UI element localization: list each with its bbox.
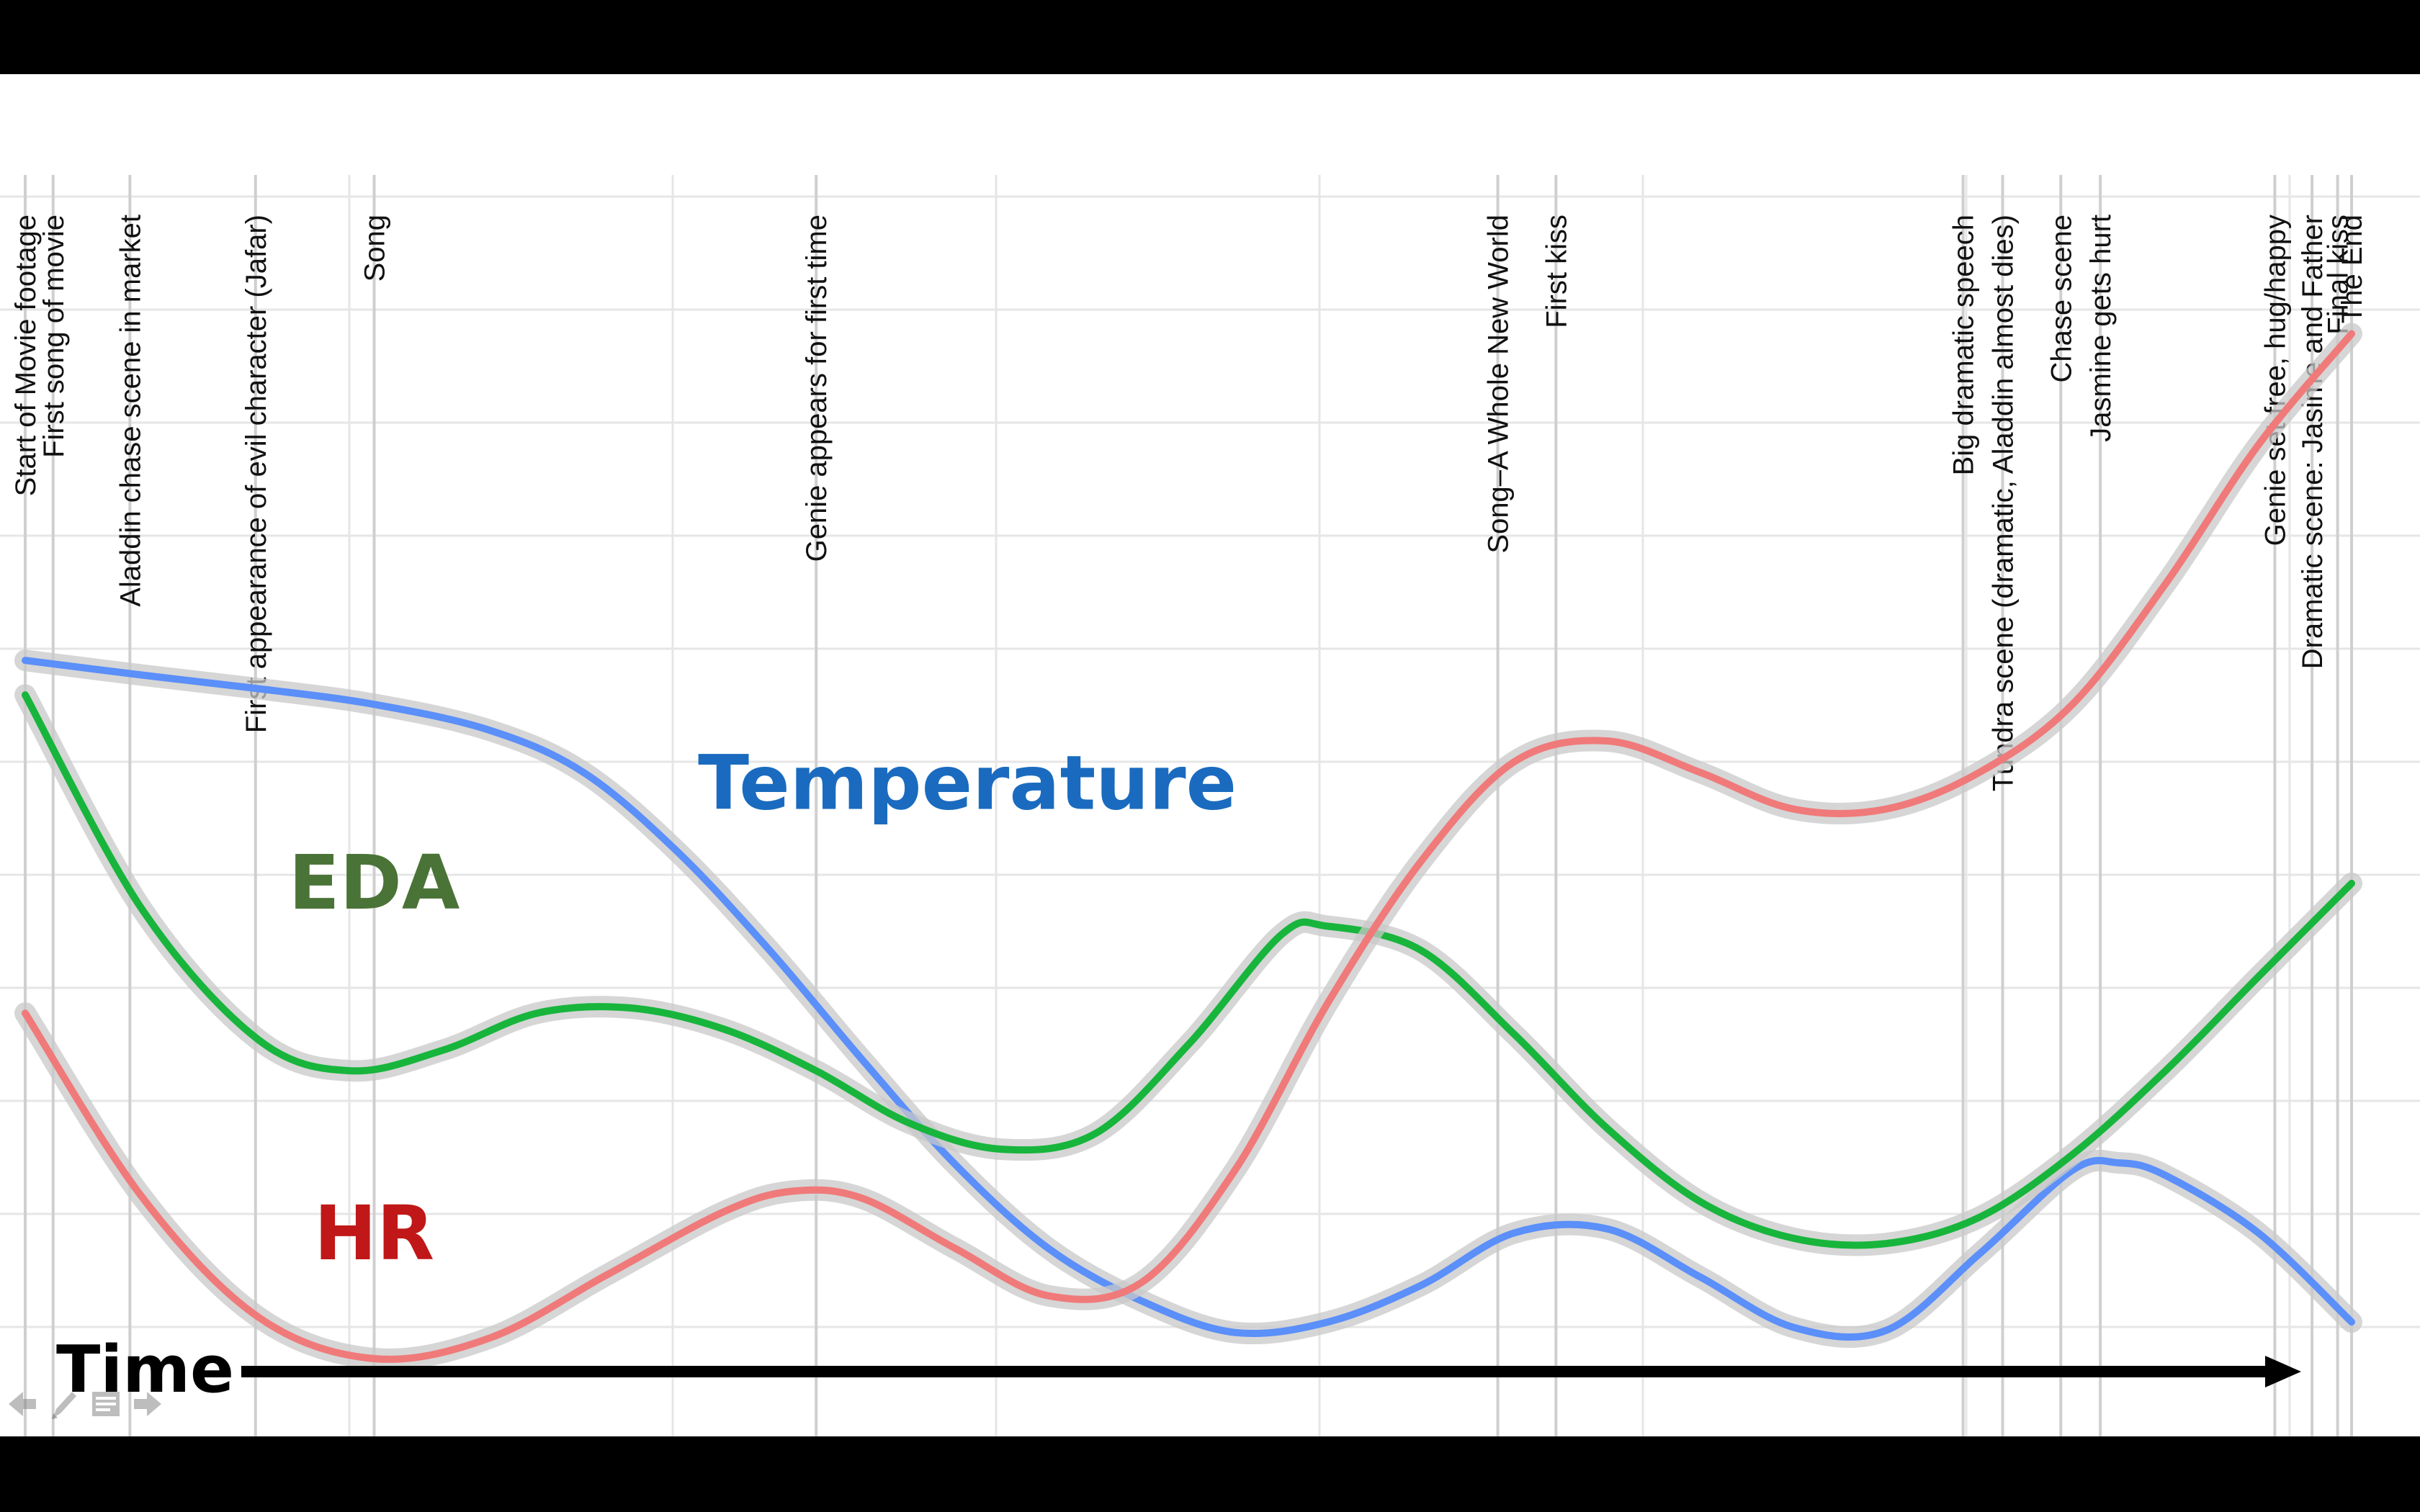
event-label: Final kiss — [2323, 215, 2354, 335]
event-label: Aladdin chase scene in market — [115, 215, 146, 607]
event-label: Song — [359, 215, 391, 282]
series-labels: Temperature EDA HR — [289, 739, 1237, 1277]
event-label: Dramatic scene: Jasime and Father — [2297, 215, 2329, 669]
temperature-series-label: Temperature — [698, 739, 1237, 827]
event-label: First kiss — [1541, 215, 1572, 328]
time-arrowhead-icon — [2265, 1356, 2301, 1387]
event-label: Genie appears for first time — [801, 215, 833, 562]
event-label: Chase scene — [2045, 215, 2077, 382]
arrow-left-icon[interactable] — [4, 1386, 40, 1422]
x-axis-label: Time — [56, 1332, 234, 1408]
slide-nav-controls — [4, 1386, 166, 1422]
event-label: Big dramatic speech — [1948, 215, 1980, 475]
eda-series-label: EDA — [289, 839, 460, 927]
event-label: Jasmine gets hurt — [2085, 215, 2117, 442]
event-label: Tundra scene (dramatic, Aladdin almost d… — [1988, 215, 2020, 791]
hr-series-line — [22, 330, 2355, 1363]
event-lines — [24, 175, 2353, 1436]
event-label: The End — [2336, 215, 2368, 323]
time-axis: Time — [56, 1332, 2301, 1408]
event-label: Start of Movie footage — [10, 215, 42, 496]
event-label: First song of movie — [38, 215, 70, 458]
series-lines — [14, 323, 2362, 1370]
notes-icon[interactable] — [88, 1386, 124, 1422]
arrow-right-icon[interactable] — [130, 1386, 166, 1422]
pencil-icon[interactable] — [46, 1386, 82, 1422]
eda-series-line — [22, 691, 2355, 1249]
chart-slide: Start of Movie footage First song of movi… — [0, 74, 2420, 1436]
temperature-series-line — [22, 657, 2355, 1341]
event-label: First appearance of evil character (Jafa… — [241, 215, 272, 733]
hr-series-label: HR — [314, 1189, 434, 1277]
event-label: Song–A Whole New World — [1483, 215, 1515, 554]
event-label: Genie set free, hug/happy — [2259, 215, 2291, 546]
